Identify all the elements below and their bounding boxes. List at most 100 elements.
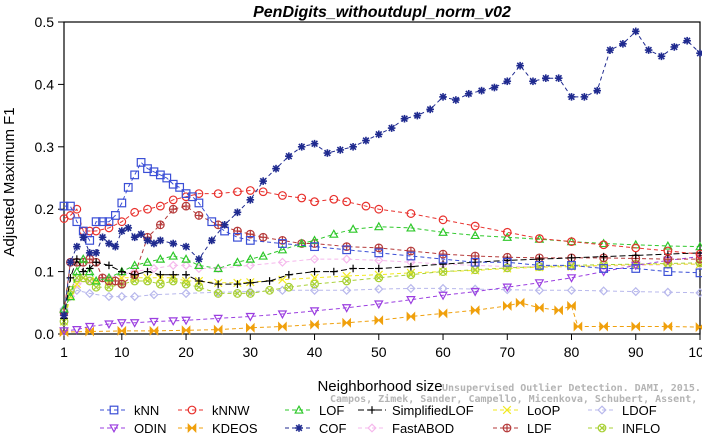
data-point-knn [98,217,107,227]
data-point-cof [413,111,422,120]
y-tick-label: 0.4 [35,76,55,92]
data-point-cof [362,136,370,145]
data-point-odin [104,320,114,330]
data-point-simplifiedlof [285,270,293,279]
data-point-lof [104,272,114,282]
data-point-ldf [194,211,204,220]
data-point-knnw [329,194,339,204]
data-point-knn [149,167,159,177]
x-tick-label: 80 [564,344,580,360]
x-tick-label: 50 [371,344,387,360]
data-point-cof [580,93,589,101]
data-point-knnw [374,204,384,214]
data-point-cof [400,114,409,123]
legend-label: kNNW [212,403,250,418]
data-point-kdeos [535,302,544,313]
data-point-knnw [297,193,307,203]
data-point-knn [110,211,120,220]
data-point-lof [155,254,166,263]
data-point-cof [477,86,486,95]
data-point-knn [104,217,114,227]
data-point-knn [66,201,75,211]
data-point-cof [503,77,512,86]
y-tick-label: 0.3 [35,139,55,155]
data-point-odin [406,296,416,305]
data-point-knnw [233,187,242,197]
data-point-lof [296,238,307,248]
data-point-cof [336,146,345,154]
data-point-ldof [117,291,127,302]
data-point-inflo [181,279,191,289]
data-point-cof [66,258,75,267]
data-point-cof [619,40,627,48]
legend-entry-inflo: INFLO [588,421,660,434]
data-point-lof [72,266,82,276]
series-line-simplifiedlof [63,252,701,319]
data-point-knnw [342,197,352,207]
data-point-simplifiedlof [118,267,126,276]
data-point-kdeos [663,321,673,332]
legend-marker [187,405,197,415]
series-line-lof [63,226,701,310]
legend-label: COF [319,421,347,434]
data-point-knn [117,198,127,208]
data-point-ldof [566,285,577,295]
data-point-knnw [663,246,673,256]
data-point-fastabod [245,260,255,271]
legend-entry-knn: kNN [100,403,159,418]
data-point-knn [406,251,416,261]
data-point-lof [142,257,153,266]
x-tick-label: 100 [688,344,702,360]
data-point-simplifiedlof [169,270,178,279]
series-kdeos [59,297,702,338]
legend-entry-simplifiedlof: SimplifiedLOF [358,403,474,418]
watermark-line-1: Unsupervised Outlier Detection. DAMI, 20… [442,382,701,394]
data-point-ldof [695,288,702,298]
data-point-lof [194,260,204,269]
data-point-kdeos [567,300,576,311]
data-point-odin [534,279,545,288]
data-point-knnw [155,201,165,211]
data-point-ldf [181,201,191,211]
data-point-kdeos [310,319,319,330]
series-line-ldof [63,287,701,310]
data-point-kdeos [213,324,223,335]
legend-label: LDOF [622,403,657,418]
series-line-odin [63,256,701,332]
data-point-simplifiedlof [214,280,222,288]
data-point-knnw [502,227,512,237]
data-point-fastabod [277,257,288,267]
data-point-inflo [406,270,416,280]
series-lof [59,221,702,313]
series-inflo [59,258,702,326]
data-point-odin [309,307,320,316]
data-point-ldof [631,286,641,297]
series-ldof [59,283,702,314]
data-point-simplifiedlof [407,262,415,271]
data-point-fastabod [149,263,159,274]
data-point-kdeos [374,315,384,326]
data-point-knn [695,268,702,278]
data-point-ldof [663,287,673,297]
legend-marker [367,423,377,433]
legend-entry-fastabod: FastABOD [358,421,454,434]
legend-marker [502,405,512,415]
data-point-knnw [213,189,223,199]
data-point-cof [73,242,81,251]
data-point-inflo [155,279,165,289]
data-point-knn [136,158,146,167]
data-point-simplifiedlof [631,251,640,260]
data-point-lof [328,229,339,238]
data-point-inflo [265,285,274,295]
data-point-cof [593,86,602,95]
data-point-simplifiedlof [143,267,152,276]
data-point-cof [606,46,614,54]
legend-label: LDF [527,421,552,434]
data-point-knn [534,260,544,270]
data-point-lof [129,260,140,269]
data-point-knn [245,236,255,245]
legend-label: SimplifiedLOF [392,403,474,418]
x-tick-label: 40 [307,344,323,360]
data-point-cof [323,149,332,157]
legend-entry-kdeos: KDEOS [178,421,258,434]
